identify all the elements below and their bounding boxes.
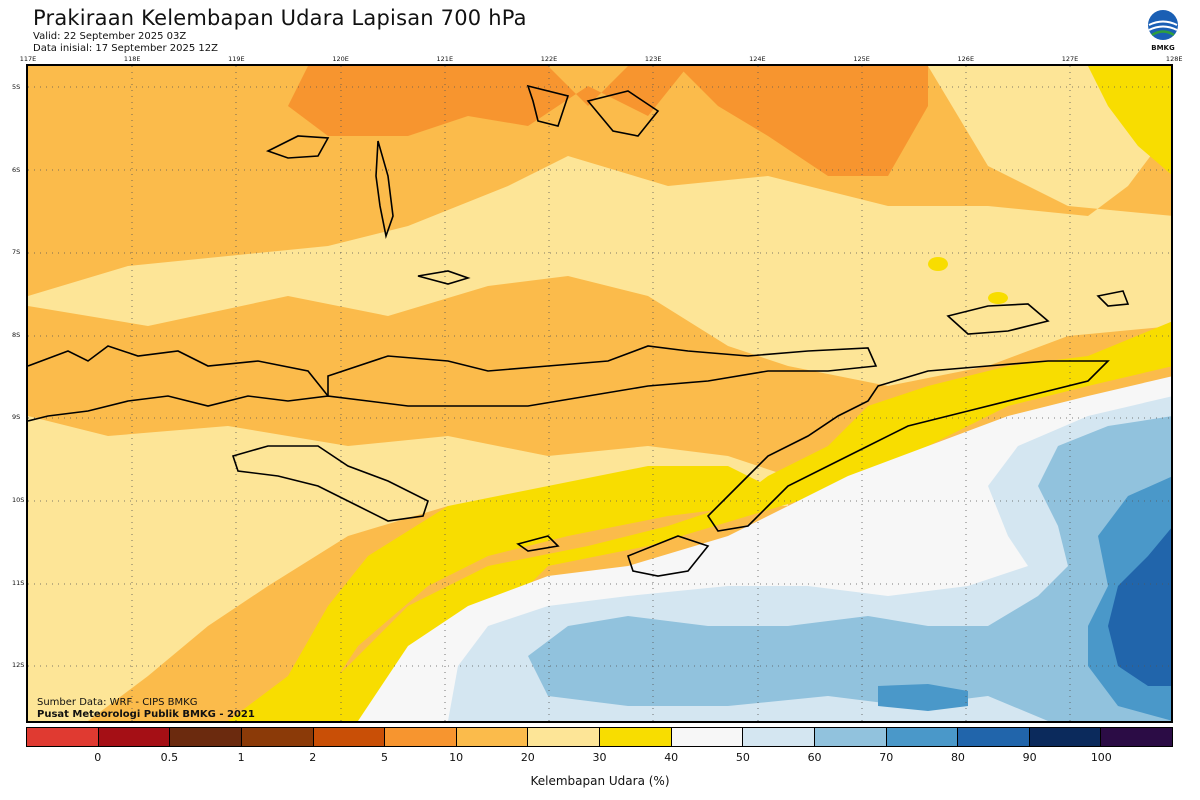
colorbar-segment xyxy=(456,728,529,746)
colorbar-segment xyxy=(743,728,815,746)
colorbar-segment xyxy=(241,728,314,746)
colorbar-tick-label: 30 xyxy=(592,751,607,764)
colorbar-tick-label: 1 xyxy=(237,751,245,764)
colorbar-segment xyxy=(886,728,959,746)
colorbar xyxy=(26,727,1173,747)
lon-label: 122E xyxy=(540,55,558,63)
colorbar-tick-label: 100 xyxy=(1090,751,1112,764)
lon-label: 118E xyxy=(123,55,141,63)
lat-label: 5S xyxy=(12,83,21,91)
init-time: Data inisial: 17 September 2025 12Z xyxy=(33,43,218,54)
colorbar-segment xyxy=(27,728,99,746)
colorbar-segment xyxy=(958,728,1030,746)
data-source: Sumber Data: WRF - CIPS BMKG xyxy=(37,697,198,708)
colorbar-segment xyxy=(170,728,242,746)
lat-label: 12S xyxy=(12,661,25,670)
logo-text: BMKG xyxy=(1151,44,1175,52)
colorbar-label: Kelembapan Udara (%) xyxy=(530,774,670,788)
colorbar-tick-label: 0 xyxy=(94,751,102,764)
colorbar-tick-label: 70 xyxy=(879,751,894,764)
colorbar-segment xyxy=(98,728,171,746)
colorbar-tick-label: 90 xyxy=(1022,751,1037,764)
colorbar-tick-label: 60 xyxy=(807,751,822,764)
lon-label: 124E xyxy=(749,55,766,63)
valid-time: Valid: 22 September 2025 03Z xyxy=(33,31,187,42)
colorbar-tick-label: 10 xyxy=(449,751,464,764)
lon-label: 123E xyxy=(644,55,662,63)
lon-label: 119E xyxy=(228,55,245,63)
lon-label: 128E xyxy=(1165,55,1183,63)
colorbar-tick-label: 80 xyxy=(950,751,965,764)
lon-label: 121E xyxy=(436,55,454,63)
chart-title: Prakiraan Kelembapan Udara Lapisan 700 h… xyxy=(33,6,527,30)
colorbar-segment xyxy=(600,728,672,746)
colorbar-segment xyxy=(385,728,457,746)
lat-label: 8S xyxy=(12,330,21,339)
lon-label: 120E xyxy=(332,55,349,63)
colorbar-segment xyxy=(671,728,744,746)
colorbar-segment xyxy=(814,728,887,746)
colorbar-segment xyxy=(528,728,600,746)
publisher: Pusat Meteorologi Publik BMKG - 2021 xyxy=(37,709,255,720)
colorbar-segment xyxy=(1029,728,1102,746)
colorbar-tick-label: 5 xyxy=(380,751,388,764)
lat-label: 10S xyxy=(12,496,25,504)
lon-label: 126E xyxy=(957,55,975,63)
lat-label: 9S xyxy=(12,413,21,422)
colorbar-tick-label: 40 xyxy=(664,751,679,764)
colorbar-tick-label: 20 xyxy=(520,751,535,764)
colorbar-segment xyxy=(313,728,386,746)
lon-label: 127E xyxy=(1061,55,1079,63)
lat-label: 6S xyxy=(12,165,21,174)
lat-label: 11S xyxy=(12,578,25,587)
colorbar-segment xyxy=(1101,728,1172,746)
bmkg-logo-icon xyxy=(1148,10,1178,40)
humidity-map xyxy=(26,64,1173,723)
colorbar-tick-label: 2 xyxy=(309,751,317,764)
lon-label: 117E xyxy=(19,55,37,63)
lon-label: 125E xyxy=(853,55,870,63)
colorbar-tick-label: 50 xyxy=(735,751,750,764)
lat-label: 7S xyxy=(12,248,21,257)
colorbar-tick-label: 0.5 xyxy=(160,751,179,764)
